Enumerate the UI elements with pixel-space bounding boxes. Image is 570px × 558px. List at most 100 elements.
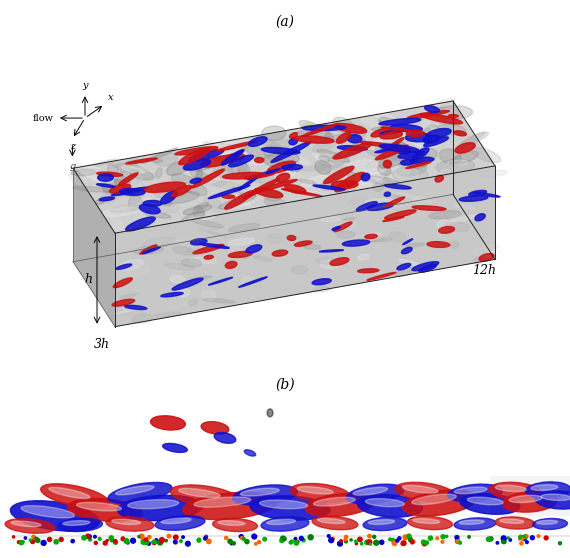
Ellipse shape (282, 165, 303, 170)
Circle shape (155, 538, 158, 542)
Ellipse shape (108, 483, 172, 503)
Ellipse shape (289, 138, 298, 145)
Ellipse shape (126, 217, 155, 231)
Circle shape (144, 538, 148, 541)
Ellipse shape (150, 416, 185, 430)
Ellipse shape (319, 163, 349, 172)
Ellipse shape (274, 233, 300, 239)
Ellipse shape (267, 409, 273, 417)
Ellipse shape (298, 179, 316, 184)
Ellipse shape (140, 204, 160, 214)
Ellipse shape (382, 217, 404, 222)
Ellipse shape (384, 184, 411, 189)
Ellipse shape (217, 204, 237, 209)
Ellipse shape (190, 239, 207, 245)
Circle shape (141, 540, 146, 544)
Circle shape (509, 539, 511, 541)
Circle shape (294, 537, 297, 540)
Ellipse shape (144, 182, 186, 193)
Circle shape (425, 541, 429, 545)
Ellipse shape (264, 154, 293, 168)
Ellipse shape (200, 243, 229, 248)
Ellipse shape (370, 138, 381, 146)
Ellipse shape (195, 203, 209, 210)
Ellipse shape (191, 257, 217, 264)
Ellipse shape (408, 516, 453, 530)
Ellipse shape (434, 116, 459, 126)
Ellipse shape (332, 180, 360, 190)
FancyBboxPatch shape (490, 476, 570, 516)
Ellipse shape (305, 493, 375, 517)
Ellipse shape (173, 247, 195, 255)
Circle shape (436, 537, 439, 540)
Ellipse shape (396, 193, 420, 199)
Circle shape (173, 540, 177, 543)
Text: (b): (b) (275, 378, 295, 392)
Circle shape (280, 538, 284, 542)
Ellipse shape (431, 210, 458, 218)
Ellipse shape (378, 148, 414, 168)
Circle shape (441, 541, 444, 543)
Ellipse shape (503, 492, 557, 512)
Circle shape (422, 542, 426, 546)
Ellipse shape (454, 487, 487, 494)
Ellipse shape (222, 150, 244, 165)
Circle shape (358, 537, 362, 542)
Circle shape (197, 538, 201, 542)
Ellipse shape (226, 153, 245, 160)
Ellipse shape (308, 186, 347, 191)
Ellipse shape (368, 142, 405, 147)
Ellipse shape (347, 199, 369, 205)
Ellipse shape (346, 222, 357, 229)
Ellipse shape (537, 521, 557, 525)
Ellipse shape (390, 124, 422, 132)
Ellipse shape (115, 176, 130, 189)
Ellipse shape (395, 270, 412, 276)
Ellipse shape (441, 169, 450, 176)
Ellipse shape (288, 146, 301, 157)
Circle shape (282, 537, 286, 541)
Circle shape (185, 541, 190, 546)
Ellipse shape (469, 190, 487, 196)
Ellipse shape (377, 165, 391, 175)
Ellipse shape (436, 159, 474, 174)
Ellipse shape (389, 165, 410, 180)
Ellipse shape (420, 113, 462, 124)
Ellipse shape (406, 131, 425, 136)
Ellipse shape (275, 287, 308, 292)
Circle shape (289, 541, 292, 544)
Ellipse shape (256, 252, 272, 259)
Circle shape (165, 540, 168, 542)
Ellipse shape (373, 184, 384, 191)
Ellipse shape (276, 174, 290, 182)
Ellipse shape (380, 132, 402, 139)
Ellipse shape (445, 222, 469, 232)
Circle shape (409, 538, 413, 542)
Ellipse shape (401, 159, 417, 165)
Ellipse shape (265, 140, 290, 156)
Ellipse shape (118, 173, 143, 185)
Circle shape (84, 537, 87, 539)
Ellipse shape (285, 185, 306, 194)
Ellipse shape (245, 145, 266, 158)
Ellipse shape (353, 139, 366, 145)
Ellipse shape (182, 492, 278, 519)
Ellipse shape (301, 165, 339, 171)
Ellipse shape (213, 165, 234, 178)
Ellipse shape (128, 196, 142, 210)
Ellipse shape (126, 158, 157, 164)
Ellipse shape (267, 519, 295, 525)
Circle shape (337, 541, 343, 546)
Ellipse shape (290, 483, 350, 502)
Ellipse shape (104, 191, 143, 196)
Ellipse shape (336, 133, 351, 143)
Ellipse shape (406, 162, 431, 169)
Circle shape (167, 535, 170, 538)
Circle shape (446, 535, 447, 537)
Ellipse shape (247, 169, 280, 179)
Ellipse shape (336, 232, 355, 238)
Circle shape (456, 540, 459, 543)
Ellipse shape (532, 518, 568, 530)
Circle shape (455, 536, 459, 540)
Ellipse shape (396, 139, 409, 146)
